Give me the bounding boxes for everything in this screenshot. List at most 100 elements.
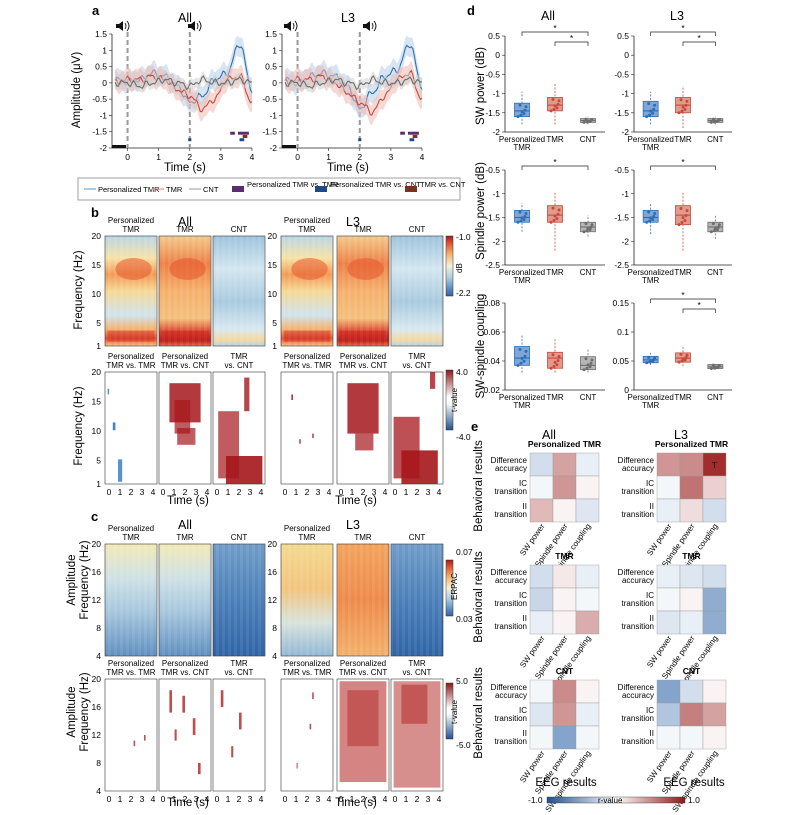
- x-tick-label: 4: [205, 794, 210, 804]
- baseline-bar: [282, 145, 296, 148]
- significance-bar: [238, 131, 249, 135]
- b-title-all: All: [178, 215, 192, 229]
- y-tick-label: 15: [92, 260, 102, 270]
- x-tick-label: 1: [326, 152, 331, 162]
- y-tick-label: -1: [621, 89, 629, 99]
- data-point: [524, 349, 528, 353]
- significance-bracket: [682, 308, 716, 313]
- correlation-cell: [552, 452, 577, 477]
- x-tick-label: 2: [415, 794, 420, 804]
- x-tick-label: 2: [129, 487, 134, 497]
- x-tick-label: 2: [183, 487, 188, 497]
- data-point: [677, 223, 681, 227]
- correlation-cell: [529, 725, 554, 750]
- d-title-l3: L3: [670, 9, 684, 23]
- significant-cluster: [182, 695, 185, 713]
- x-category-label: CNT: [580, 268, 597, 277]
- contrast-title: TMR vs. TMR: [282, 668, 331, 677]
- data-point: [584, 357, 588, 361]
- data-point: [709, 120, 713, 124]
- significance-bracket: [650, 31, 716, 36]
- data-point: [716, 225, 720, 229]
- significant-cluster: [401, 450, 438, 484]
- y-tick-label: -2: [99, 143, 107, 153]
- data-point: [555, 363, 559, 367]
- significant-cluster: [174, 729, 177, 741]
- data-point: [523, 108, 527, 112]
- y-tick-label: 16: [92, 567, 102, 577]
- significant-cluster: [239, 712, 242, 730]
- heatmap-texture: [391, 544, 443, 656]
- row-label: II: [650, 502, 654, 511]
- y-tick-label: 20: [92, 674, 102, 684]
- panel-letter-d: d: [467, 3, 475, 18]
- correlation-cell: [702, 564, 727, 589]
- data-point: [684, 214, 688, 218]
- y-tick-label: 0.06: [483, 327, 500, 337]
- correlation-cell: [702, 587, 727, 612]
- correlation-cell: [679, 475, 704, 500]
- data-point: [712, 229, 716, 233]
- y-tick-label: 16: [92, 702, 102, 712]
- c-tbar-min: -5.0: [456, 740, 471, 750]
- x-tick-label: 4: [327, 794, 332, 804]
- significant-cluster: [169, 690, 172, 713]
- x-tick-label: 3: [389, 152, 394, 162]
- x-tick-label: 1: [118, 487, 123, 497]
- significant-cluster: [133, 740, 136, 747]
- erp-plot-all: 1.5 1 0.5 0 -0.5 -1 -1.5 -2 0 1 2 3 4: [92, 29, 254, 162]
- correlation-cell: [529, 564, 554, 589]
- row-label: IC: [519, 479, 527, 488]
- row-label: transition: [622, 510, 654, 519]
- data-point: [648, 113, 652, 117]
- x-tick-label: 1: [172, 487, 177, 497]
- x-category-label: TMR: [513, 143, 531, 152]
- c-cbar-max: 0.07: [456, 547, 473, 557]
- y-tick-label: -0.5: [92, 94, 107, 104]
- data-point: [555, 217, 559, 221]
- x-category-label: CNT: [707, 135, 724, 144]
- contrast-title: TMR vs. TMR: [282, 361, 331, 370]
- data-point: [645, 115, 649, 119]
- y-tick-label: 0.02: [483, 385, 500, 395]
- box-iqr: [514, 209, 530, 223]
- data-point: [715, 228, 719, 232]
- speaker-icon: [363, 20, 377, 32]
- heatmap-title: CNT: [409, 225, 426, 234]
- y-tick-label: 0.5: [488, 31, 500, 41]
- data-point: [651, 218, 655, 222]
- x-tick-label: 3: [140, 487, 145, 497]
- panel-letter-e: e: [471, 419, 478, 434]
- correlation-cell: [529, 702, 554, 727]
- a-ylabel: Amplitude (μV): [71, 52, 83, 128]
- correlation-cell: [552, 475, 577, 500]
- heatmap-title: TMR: [122, 225, 140, 234]
- x-category-label: TMR: [674, 135, 692, 144]
- box-iqr: [642, 209, 659, 223]
- significance-star: *: [553, 157, 557, 167]
- y-tick-label: -2: [492, 236, 500, 246]
- correlation-cell: [679, 452, 704, 477]
- heatmap-title: TMR: [176, 225, 194, 234]
- correlation-cell: [656, 702, 681, 727]
- speaker-icon: [188, 20, 202, 32]
- x-category-label: TMR: [546, 393, 564, 402]
- data-point: [711, 222, 715, 226]
- y-tick-label: 1.5: [265, 29, 277, 39]
- row-label: accuracy: [622, 464, 654, 473]
- correlation-cell: [529, 679, 554, 704]
- contrast-title: TMR vs. CNT: [161, 361, 210, 370]
- c-tbar-max: 5.0: [456, 676, 468, 686]
- correlation-cell: [529, 587, 554, 612]
- y-tick-label: -1: [492, 189, 500, 199]
- row-label: transition: [622, 714, 654, 723]
- data-point: [651, 359, 655, 363]
- data-point: [711, 363, 715, 367]
- correlation-cell: [679, 610, 704, 635]
- heatmap-title: TMR: [354, 533, 372, 542]
- data-point: [589, 225, 593, 229]
- data-point: [524, 105, 528, 109]
- y-tick-label: -2.5: [485, 260, 500, 270]
- x-tick-label: 4: [383, 794, 388, 804]
- data-point: [681, 216, 685, 220]
